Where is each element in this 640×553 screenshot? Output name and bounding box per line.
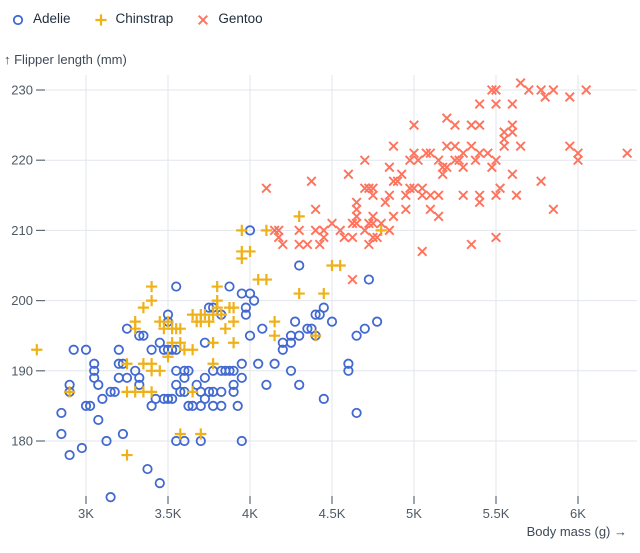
legend-label-adelie: Adelie [33, 11, 71, 26]
svg-text:230: 230 [11, 83, 33, 98]
series-gentoo [261, 78, 633, 285]
series-adelie [56, 225, 383, 503]
svg-text:4K: 4K [242, 506, 258, 521]
svg-text:210: 210 [11, 223, 33, 238]
svg-text:4.5K: 4.5K [319, 506, 346, 521]
x-marker-icon [198, 14, 209, 25]
svg-text:5.5K: 5.5K [483, 506, 510, 521]
svg-text:190: 190 [11, 363, 33, 378]
y-axis-title: ↑ Flipper length (mm) [4, 52, 127, 67]
legend-label-gentoo: Gentoo [218, 11, 263, 26]
plus-marker-icon [94, 13, 107, 26]
legend-item-chinstrap: Chinstrap [93, 10, 174, 28]
svg-text:3.5K: 3.5K [155, 506, 182, 521]
svg-text:3K: 3K [78, 506, 94, 521]
x-axis-title: Body mass (g) → [526, 524, 627, 539]
svg-text:200: 200 [11, 293, 33, 308]
circle-marker-icon [12, 14, 24, 25]
svg-text:180: 180 [11, 434, 33, 449]
svg-text:220: 220 [11, 153, 33, 168]
legend-item-gentoo: Gentoo [195, 10, 263, 28]
series-chinstrap [31, 210, 387, 461]
svg-text:5K: 5K [406, 506, 422, 521]
legend-label-chinstrap: Chinstrap [115, 11, 174, 26]
svg-text:6K: 6K [570, 506, 586, 521]
chart-legend: Adelie Chinstrap Gentoo [10, 10, 263, 28]
legend-item-adelie: Adelie [10, 10, 71, 28]
